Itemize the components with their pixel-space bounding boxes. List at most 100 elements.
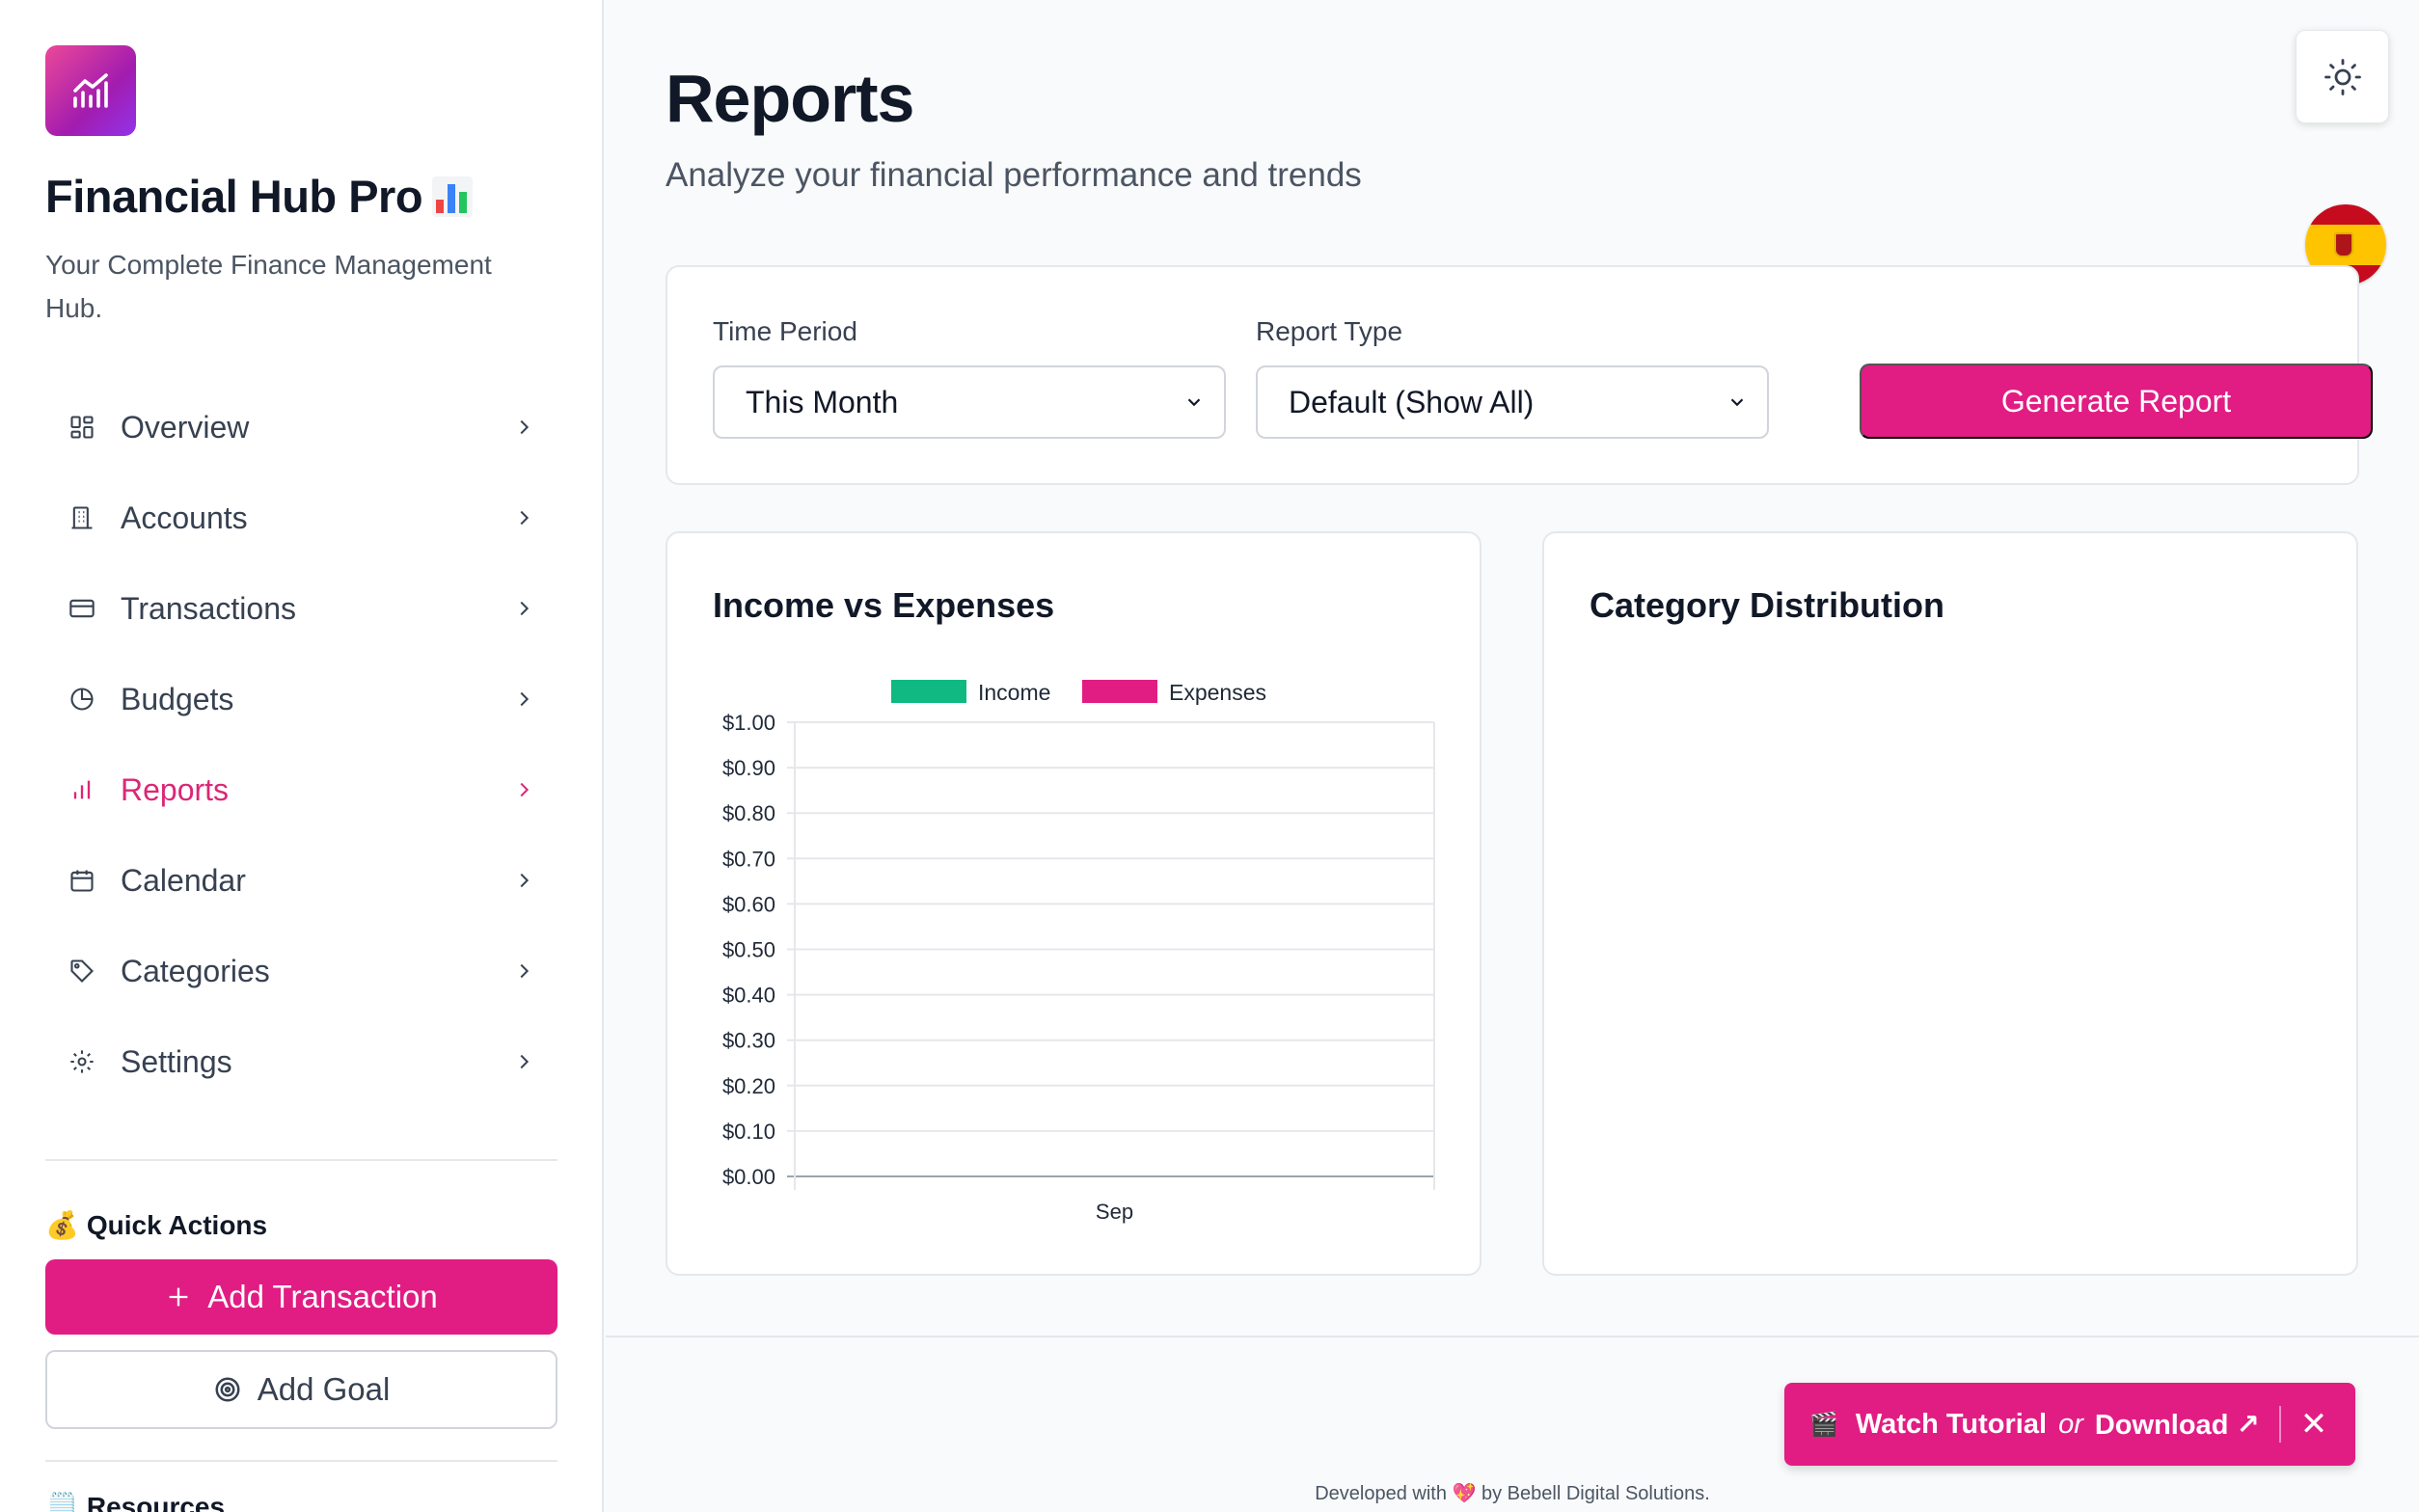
quick-actions-title-text: Quick Actions bbox=[86, 1209, 268, 1240]
category-distribution-title: Category Distribution bbox=[1590, 585, 1945, 625]
sidebar-item-settings[interactable]: Settings bbox=[45, 1016, 557, 1107]
report-type-label: Report Type bbox=[1256, 316, 1403, 346]
language-flag-spain-icon[interactable] bbox=[2305, 204, 2386, 285]
chevron-right-icon bbox=[511, 596, 536, 621]
app-logo[interactable] bbox=[45, 45, 136, 136]
chevron-down-icon bbox=[1730, 398, 1744, 407]
sidebar-item-transactions[interactable]: Transactions bbox=[45, 563, 557, 654]
app-subtitle: Your Complete Finance Management Hub. bbox=[45, 250, 492, 323]
tutorial-banner: 🎬 Watch Tutorial or Download ↗ ✕ bbox=[1784, 1383, 2355, 1466]
gear-icon bbox=[67, 1046, 97, 1077]
sidebar-item-accounts[interactable]: Accounts bbox=[45, 472, 557, 563]
resources-title: 🗒️ Resources bbox=[45, 1491, 225, 1512]
sidebar-divider bbox=[45, 1460, 557, 1462]
tag-icon bbox=[67, 956, 97, 986]
app-title-text: Financial Hub Pro bbox=[45, 171, 423, 222]
income-expenses-title: Income vs Expenses bbox=[713, 585, 1055, 625]
income-expenses-card: Income vs Expenses $1.00 $0.90 $0.80 $0.70 $… bbox=[666, 531, 1481, 1276]
time-period-select[interactable]: This Month bbox=[713, 365, 1226, 439]
sidebar-item-label: Transactions bbox=[121, 590, 296, 626]
chevron-right-icon bbox=[511, 415, 536, 440]
sidebar-item-label: Reports bbox=[121, 771, 230, 807]
target-icon bbox=[215, 1377, 240, 1402]
legend-swatch-expenses bbox=[1082, 680, 1157, 703]
footer-credit: Developed with 💖 by Bebell Digital Solut… bbox=[1315, 1483, 1710, 1504]
sidebar-item-label: Budgets bbox=[121, 681, 234, 716]
y-tick-label: $0.40 bbox=[722, 984, 775, 1008]
watch-tutorial-link[interactable]: Watch Tutorial bbox=[1855, 1408, 2048, 1440]
resources-title-text: Resources bbox=[86, 1491, 226, 1512]
sidebar-item-label: Overview bbox=[121, 409, 250, 445]
y-tick-label: $0.30 bbox=[722, 1029, 775, 1053]
page-title: Reports bbox=[666, 61, 914, 136]
time-period-value: This Month bbox=[746, 384, 899, 419]
report-filters-card: Time Period This Month Report Type Defau… bbox=[666, 265, 2373, 485]
sidebar-item-label: Calendar bbox=[121, 862, 246, 898]
sidebar-item-label: Categories bbox=[121, 953, 270, 988]
credit-card-icon bbox=[67, 593, 97, 624]
sun-icon bbox=[2324, 58, 2361, 95]
legend-swatch-income bbox=[891, 680, 966, 703]
y-tick-label: $0.20 bbox=[722, 1074, 775, 1098]
time-period-label: Time Period bbox=[713, 316, 857, 346]
chevron-right-icon bbox=[511, 777, 536, 802]
video-icon: 🎬 bbox=[1809, 1411, 1838, 1438]
notepad-icon: 🗒️ bbox=[45, 1492, 79, 1512]
sidebar-item-reports[interactable]: Reports bbox=[45, 744, 557, 835]
quick-actions-title: 💰 Quick Actions bbox=[45, 1209, 267, 1241]
y-tick-label: $0.10 bbox=[722, 1120, 775, 1144]
y-tick-label: $1.00 bbox=[722, 711, 775, 735]
footer-divider bbox=[606, 1336, 2419, 1337]
grid-icon bbox=[67, 412, 97, 443]
chevron-right-icon bbox=[511, 958, 536, 984]
sidebar-divider bbox=[45, 1159, 557, 1161]
sidebar-item-budgets[interactable]: Budgets bbox=[45, 654, 557, 744]
main-content: Reports Analyze your financial performan… bbox=[606, 0, 2419, 1512]
legend-label-expenses: Expenses bbox=[1169, 680, 1266, 705]
money-bag-icon: 💰 bbox=[45, 1210, 79, 1240]
sidebar-item-categories[interactable]: Categories bbox=[45, 926, 557, 1016]
app-title: Financial Hub Pro bbox=[45, 170, 474, 223]
banner-separator bbox=[2278, 1406, 2281, 1443]
bar-chart-icon bbox=[67, 774, 97, 805]
y-tick-label: $0.00 bbox=[722, 1165, 775, 1189]
chevron-right-icon bbox=[511, 505, 536, 530]
x-tick-label: Sep bbox=[1096, 1200, 1133, 1224]
close-icon[interactable]: ✕ bbox=[2299, 1406, 2328, 1443]
banner-or-text: or bbox=[2058, 1408, 2083, 1440]
flag-stripe bbox=[2305, 204, 2386, 225]
theme-toggle-button[interactable] bbox=[2296, 30, 2389, 123]
y-tick-label: $0.50 bbox=[722, 938, 775, 962]
add-transaction-label: Add Transaction bbox=[207, 1279, 438, 1314]
flag-crest bbox=[2334, 232, 2353, 257]
sidebar-item-overview[interactable]: Overview bbox=[45, 382, 557, 472]
legend-label-income: Income bbox=[978, 680, 1050, 705]
flag-stripe bbox=[2305, 225, 2386, 265]
download-link[interactable]: Download ↗ bbox=[2094, 1409, 2260, 1441]
report-type-select[interactable]: Default (Show All) bbox=[1256, 365, 1769, 439]
calendar-icon bbox=[67, 865, 97, 896]
y-tick-label: $0.70 bbox=[722, 847, 775, 871]
sidebar: Financial Hub Pro Your Complete Finance … bbox=[0, 0, 604, 1512]
add-goal-button[interactable]: Add Goal bbox=[45, 1350, 557, 1429]
chevron-down-icon bbox=[1187, 398, 1201, 407]
income-expenses-chart: $1.00 $0.90 $0.80 $0.70 $0.60 $0.50 $0.40 $0.30… bbox=[722, 680, 1435, 1224]
chevron-right-icon bbox=[511, 868, 536, 893]
add-goal-label: Add Goal bbox=[257, 1371, 391, 1407]
category-distribution-card: Category Distribution bbox=[1542, 531, 2358, 1276]
sidebar-item-calendar[interactable]: Calendar bbox=[45, 835, 557, 926]
report-type-value: Default (Show All) bbox=[1289, 384, 1535, 419]
bar-chart-emoji-icon bbox=[432, 176, 474, 217]
generate-report-button[interactable]: Generate Report bbox=[1860, 364, 2373, 439]
sidebar-item-label: Settings bbox=[121, 1043, 232, 1079]
pie-chart-icon bbox=[67, 684, 97, 715]
trending-chart-icon bbox=[73, 73, 108, 108]
add-transaction-button[interactable]: Add Transaction bbox=[45, 1259, 557, 1335]
sidebar-item-label: Accounts bbox=[121, 500, 248, 535]
plus-icon bbox=[169, 1287, 188, 1307]
chevron-right-icon bbox=[511, 687, 536, 712]
y-tick-label: $0.80 bbox=[722, 801, 775, 825]
y-tick-label: $0.90 bbox=[722, 756, 775, 780]
building-icon bbox=[67, 502, 97, 533]
y-tick-label: $0.60 bbox=[722, 892, 775, 916]
